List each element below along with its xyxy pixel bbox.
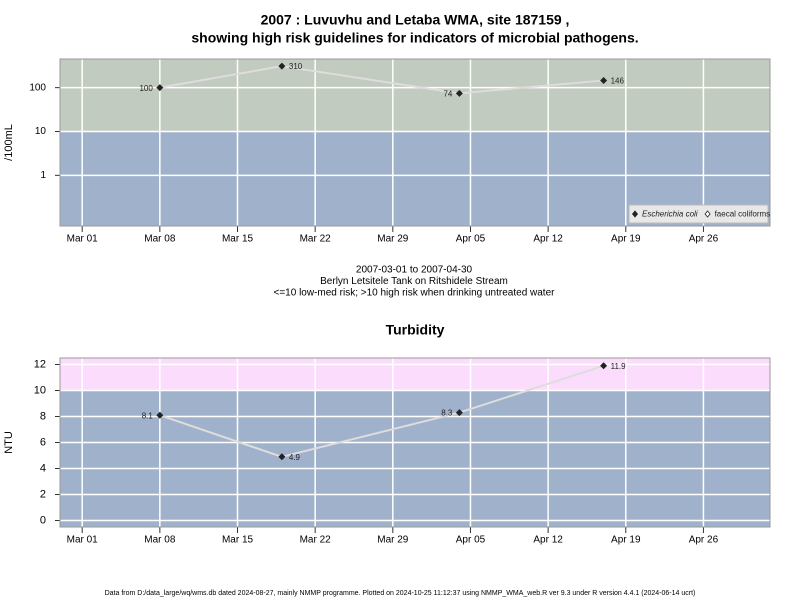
chart-title: 2007 : Luvuvhu and Letaba WMA, site 1871… [261, 12, 570, 28]
data-point [455, 89, 463, 97]
x-tick-label: Mar 15 [222, 234, 254, 245]
series-line [159, 364, 604, 458]
data-label: 74 [443, 89, 452, 98]
x-tick-label: Apr 12 [533, 234, 563, 245]
x-tick-label: Mar 01 [67, 535, 99, 546]
x-tick-label: Mar 15 [222, 535, 254, 546]
y-tick-label: 10 [34, 384, 46, 396]
subtitle: Berlyn Letsitele Tank on Ritshidele Stre… [320, 276, 508, 287]
high-risk-band [60, 59, 770, 132]
y-tick-label: 4 [40, 462, 46, 474]
y-tick-label: 8 [40, 410, 46, 422]
legend-label: faecal coliforms [715, 210, 771, 219]
y-tick-label: 6 [40, 436, 46, 448]
y-tick-label: 0 [40, 514, 46, 526]
x-tick-label: Mar 29 [377, 234, 409, 245]
footer: Data from D:/data_large/wq/wms.db dated … [105, 590, 696, 597]
y-tick-label: 10 [35, 126, 47, 137]
data-label: 100 [139, 84, 153, 93]
x-tick-label: Mar 29 [377, 535, 409, 546]
data-point [278, 453, 286, 461]
x-tick-label: Mar 22 [300, 234, 332, 245]
data-point [600, 362, 608, 370]
x-tick-label: Apr 12 [533, 535, 563, 546]
chart-title: Turbidity [386, 322, 445, 338]
data-label: 4.9 [289, 453, 301, 462]
data-label: 310 [289, 62, 303, 71]
legend-marker [631, 210, 639, 218]
y-tick-label: 100 [29, 82, 46, 93]
x-tick-label: Apr 05 [456, 535, 486, 546]
x-tick-label: Apr 26 [689, 234, 719, 245]
high-risk-band [60, 358, 770, 391]
data-label: 11.9 [611, 362, 627, 371]
x-tick-label: Apr 19 [611, 535, 641, 546]
legend-marker [704, 210, 711, 218]
data-point [156, 411, 164, 419]
plot-frame [59, 357, 771, 528]
x-tick-label: Apr 26 [689, 535, 719, 546]
series-line [159, 65, 604, 95]
data-point [455, 409, 463, 417]
x-tick-label: Mar 22 [300, 535, 332, 546]
low-risk-band [60, 390, 770, 527]
subtitle: 2007-03-01 to 2007-04-30 [356, 265, 473, 276]
data-point [278, 62, 286, 70]
y-tick-label: 12 [34, 358, 46, 370]
y-axis-label: NTU [3, 431, 15, 454]
chart-title: showing high risk guidelines for indicat… [191, 30, 638, 46]
x-tick-label: Apr 05 [456, 234, 486, 245]
data-label: 146 [611, 77, 625, 86]
y-tick-label: 1 [40, 170, 46, 181]
y-tick-label: 2 [40, 488, 46, 500]
subtitle: <=10 low-med risk; >10 high risk when dr… [274, 288, 556, 299]
data-label: 8.1 [142, 411, 154, 420]
plot-frame [59, 58, 771, 227]
legend-label: Escherichia coli [642, 210, 698, 219]
x-tick-label: Mar 08 [144, 234, 176, 245]
data-point [156, 84, 164, 92]
x-tick-label: Mar 01 [67, 234, 99, 245]
data-label: 8.3 [441, 409, 453, 418]
x-tick-label: Mar 08 [144, 535, 176, 546]
y-axis-label: /100mL [3, 124, 15, 161]
data-point [600, 76, 608, 84]
x-tick-label: Apr 19 [611, 234, 641, 245]
legend-box [628, 204, 769, 224]
